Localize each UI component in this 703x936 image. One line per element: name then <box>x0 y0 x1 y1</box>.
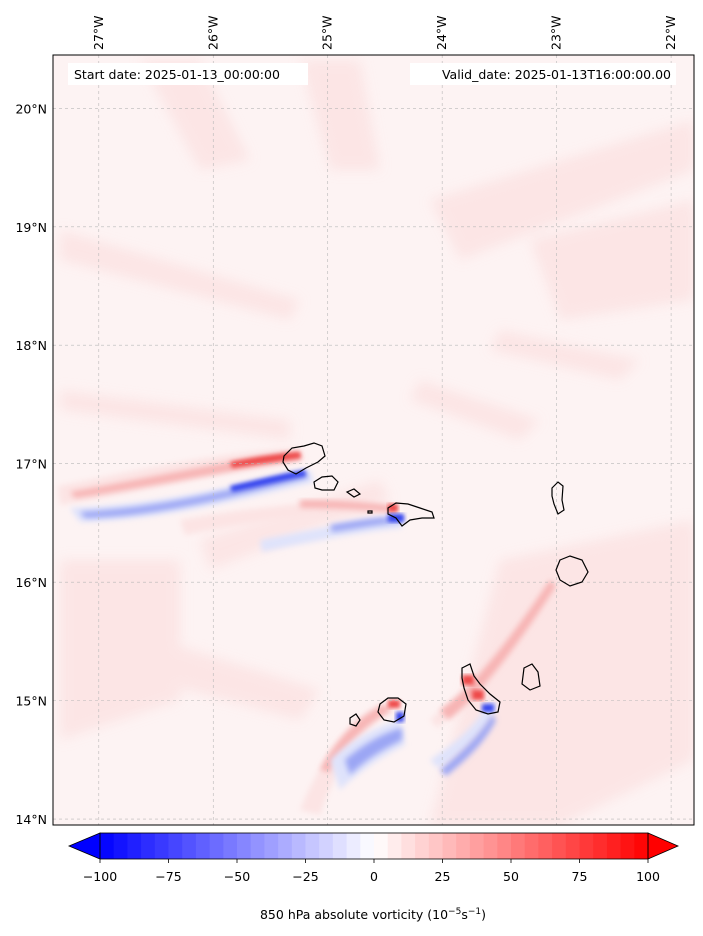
colorbar-segment <box>182 833 197 859</box>
start-date-box <box>68 63 308 85</box>
colorbar-segment <box>620 833 635 859</box>
colorbar-label: 850 hPa absolute vorticity (10−5s−1) <box>260 907 486 922</box>
colorbar-tick-label: −100 <box>83 869 117 884</box>
colorbar-tick-label: −25 <box>292 869 318 884</box>
lat-tick-label: 18°N <box>15 338 47 353</box>
colorbar-segment <box>579 833 594 859</box>
colorbar-segment <box>524 833 539 859</box>
colorbar-segment <box>168 833 183 859</box>
colorbar-tick-label: 75 <box>572 869 588 884</box>
colorbar-segment <box>319 833 334 859</box>
gridlines <box>53 55 694 825</box>
light-red-regions <box>60 60 694 825</box>
colorbar-segment <box>387 833 402 859</box>
western-wake <box>58 448 314 522</box>
colorbar-segment <box>442 833 457 859</box>
colorbar-segment <box>127 833 142 859</box>
colorbar-tick-label: 0 <box>370 869 378 884</box>
lon-tick-label: 26°W <box>205 15 220 50</box>
colorbar-segment <box>223 833 238 859</box>
colorbar-segment <box>291 833 306 859</box>
island-maio <box>521 663 541 691</box>
start-date-label: Start date: 2025-01-13_00:00:00 <box>74 67 280 82</box>
lon-tick-label: 24°W <box>434 15 449 50</box>
lat-tick-label: 20°N <box>15 101 47 116</box>
valid-date-label: Valid_date: 2025-01-13T16:00:00.00 <box>442 67 671 82</box>
island-sao-nicolau <box>387 502 435 527</box>
colorbar-segment <box>100 833 115 859</box>
colorbar-segment <box>511 833 526 859</box>
colorbar-segment <box>237 833 252 859</box>
island-santiago <box>461 663 501 715</box>
colorbar-segments <box>100 833 649 859</box>
colorbar-ticks: −100 −75 −50 −25 0 25 50 75 100 <box>83 859 660 884</box>
colorbar-segment <box>469 833 485 859</box>
coastlines <box>282 442 589 727</box>
island-boa-vista <box>555 555 589 587</box>
colorbar-segment <box>634 833 649 859</box>
colorbar-tick-label: 100 <box>636 869 660 884</box>
colorbar-segment <box>250 833 265 859</box>
colorbar-segment <box>606 833 622 859</box>
island-santo-antao <box>282 442 326 475</box>
colorbar-segment <box>565 833 580 859</box>
colorbar-segment <box>278 833 293 859</box>
colorbar: −100 −75 −50 −25 0 25 50 75 100 850 hPa absolute… <box>67 832 680 922</box>
colorbar-segment <box>428 833 443 859</box>
island-brava <box>349 713 361 727</box>
lat-tick-label: 15°N <box>15 694 47 709</box>
lat-tick-label: 17°N <box>15 457 47 472</box>
lon-tick-label: 27°W <box>91 15 106 50</box>
colorbar-segment <box>195 833 211 859</box>
lon-tick-label: 25°W <box>320 15 335 50</box>
map-frame <box>52 54 695 826</box>
lon-tick-label: 22°W <box>663 15 678 50</box>
colorbar-tick-label: 25 <box>435 869 451 884</box>
colorbar-segment <box>374 833 389 859</box>
colorbar-tick-label: −75 <box>155 869 181 884</box>
colorbar-segment <box>415 833 430 859</box>
colorbar-segment <box>113 833 128 859</box>
vorticity-field <box>53 55 694 825</box>
colorbar-tick-label: 50 <box>503 869 519 884</box>
island-santa-luzia <box>345 488 362 498</box>
info-banner: Start date: 2025-01-13_00:00:00 Valid_da… <box>68 63 676 85</box>
colorbar-segment <box>141 833 156 859</box>
colorbar-segment <box>332 833 348 859</box>
colorbar-segment <box>264 833 279 859</box>
island-sao-vicente <box>313 475 339 491</box>
colorbar-extend-low <box>67 832 101 860</box>
colorbar-segment <box>538 833 553 859</box>
colorbar-segment <box>209 833 224 859</box>
island-sal <box>551 481 565 515</box>
colorbar-segment <box>401 833 416 859</box>
island-fogo <box>377 697 407 723</box>
southern-wake <box>300 580 556 815</box>
colorbar-segment <box>497 833 512 859</box>
colorbar-segment <box>154 833 169 859</box>
longitude-ticks: 27°W 26°W 25°W 24°W 23°W 22°W <box>91 15 678 50</box>
lat-tick-label: 16°N <box>15 575 47 590</box>
valid-date-box <box>410 63 676 85</box>
colorbar-segment <box>346 833 361 859</box>
lon-tick-label: 23°W <box>549 15 564 50</box>
colorbar-tick-label: −50 <box>224 869 250 884</box>
colorbar-segment <box>456 833 471 859</box>
colorbar-segment <box>593 833 608 859</box>
colorbar-segment <box>360 833 375 859</box>
colorbar-segment <box>305 833 320 859</box>
island-branco <box>367 510 373 514</box>
colorbar-segment <box>483 833 498 859</box>
colorbar-segment <box>552 833 567 859</box>
lat-tick-label: 19°N <box>15 220 47 235</box>
latitude-ticks: 20°N 19°N 18°N 17°N 16°N 15°N 14°N <box>15 101 47 827</box>
colorbar-extend-high <box>647 832 680 860</box>
lat-tick-label: 14°N <box>15 812 47 827</box>
